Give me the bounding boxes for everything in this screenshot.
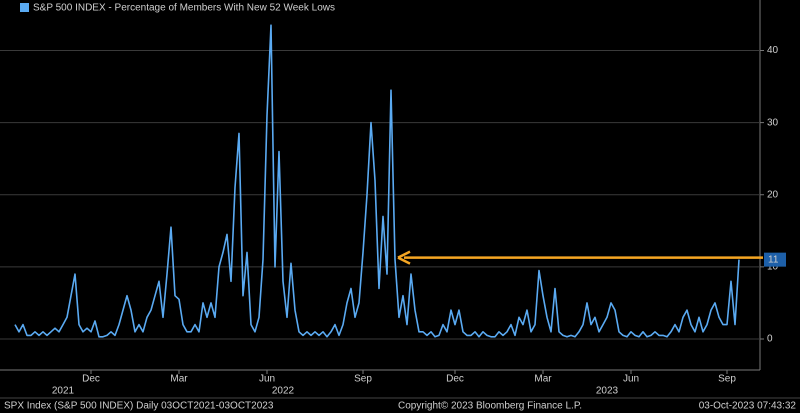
- y-tick-label: 0: [767, 334, 773, 345]
- last-value-label: 11: [768, 254, 779, 265]
- year-label: 2023: [596, 386, 619, 397]
- footer-right: 03-Oct-2023 07:43:32: [699, 401, 797, 412]
- footer-left: SPX Index (S&P 500 INDEX) Daily 03OCT202…: [4, 401, 274, 412]
- x-tick-label: Mar: [170, 374, 188, 385]
- legend-entry: S&P 500 INDEX - Percentage of Members Wi…: [33, 3, 335, 14]
- x-tick-label: Mar: [534, 374, 552, 385]
- y-tick-label: 20: [767, 189, 779, 200]
- x-tick-label: Jun: [623, 374, 639, 385]
- x-tick-label: Sep: [718, 374, 736, 385]
- year-label: 2021: [52, 386, 75, 397]
- y-tick-label: 40: [767, 45, 779, 56]
- x-tick-label: Jun: [259, 374, 275, 385]
- x-tick-label: Sep: [354, 374, 372, 385]
- year-label: 2022: [272, 386, 295, 397]
- legend-swatch: [20, 3, 29, 12]
- x-tick-label: Dec: [446, 374, 464, 385]
- y-tick-label: 10: [767, 262, 779, 273]
- annotation-arrowhead: [397, 250, 411, 265]
- series-line: [14, 24, 740, 338]
- footer-center: Copyright© 2023 Bloomberg Finance L.P.: [398, 401, 582, 412]
- y-tick-label: 30: [767, 117, 779, 128]
- x-tick-label: Dec: [82, 374, 100, 385]
- last-value-tag: [764, 252, 786, 267]
